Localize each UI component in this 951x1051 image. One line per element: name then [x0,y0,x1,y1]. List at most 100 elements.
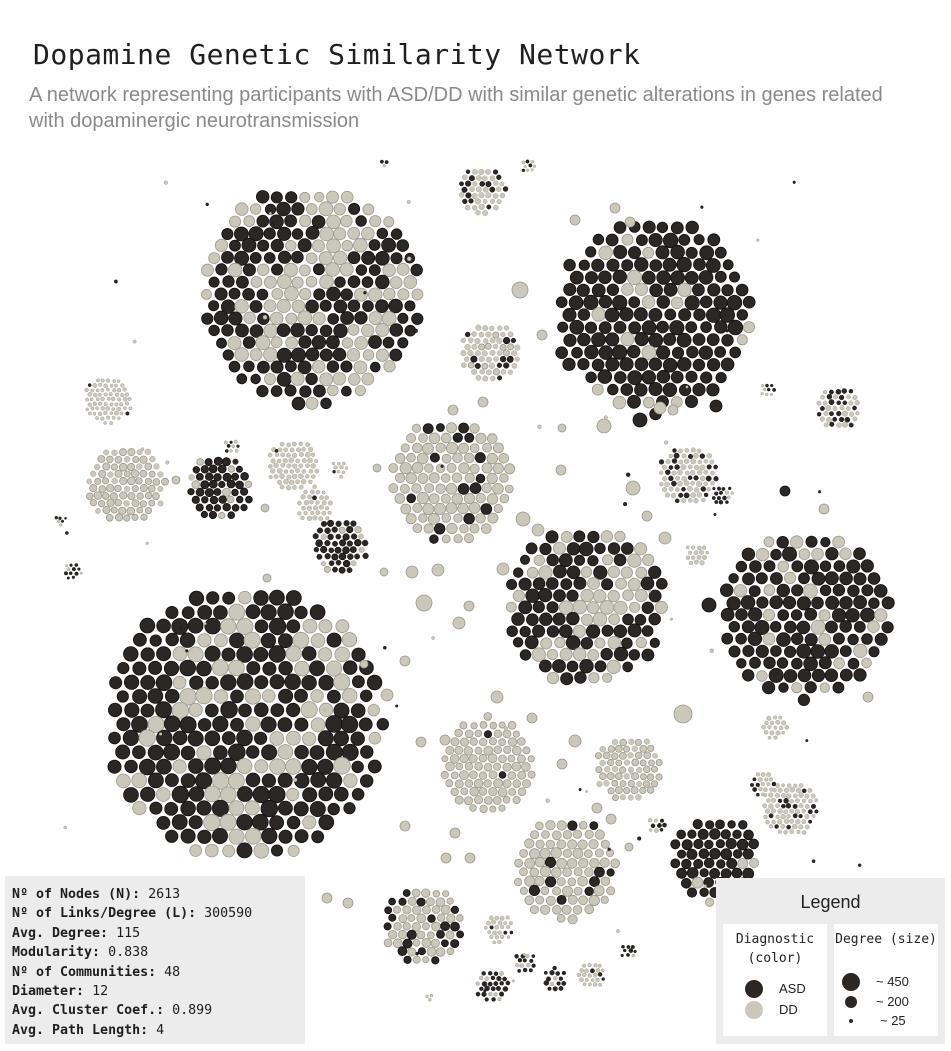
dd-node [263,323,278,338]
asd-node [556,981,561,986]
dd-node [643,751,652,760]
asd-node [680,877,692,889]
asd-node [312,384,326,398]
asd-node [74,563,79,567]
asd-node [382,645,387,650]
dd-node [804,814,810,820]
dd-node [512,589,525,603]
dd-node [262,573,272,583]
asd-node [649,283,663,298]
asd-node [254,731,268,745]
dd-node [664,492,671,498]
dd-node [418,433,428,443]
dd-node [635,751,643,759]
dd-node [684,458,690,464]
dd-node [471,331,477,337]
asd-node [656,295,671,309]
asd-node [481,971,486,976]
dd-node [318,619,333,634]
dd-node [613,600,628,615]
dd-node [591,307,606,322]
asd-node [327,802,340,816]
asd-node [727,319,744,336]
dd-node [383,287,396,301]
dd-node [464,729,474,739]
dd-node [277,447,283,453]
asd-node [294,605,308,620]
dd-node [97,392,102,397]
dd-node [602,672,613,683]
dd-node [572,647,587,661]
asd-node [220,701,238,719]
asd-node [343,802,356,815]
dd-node [811,547,824,561]
asd-node [626,953,630,957]
asd-node [285,191,298,204]
asd-node [819,584,832,597]
asd-node [600,647,613,661]
asd-node [681,486,686,492]
dd-node [100,388,105,392]
dd-node [515,511,531,527]
dd-node [311,239,325,253]
asd-node [338,552,347,561]
dd-node [550,847,562,859]
dd-node [486,433,498,444]
asd-node [155,758,172,775]
dd-node [681,476,687,482]
asd-node [479,986,484,991]
asd-node [741,547,756,562]
dd-node [310,510,315,516]
asd-node [355,264,368,276]
asd-node [782,595,797,610]
dd-node [424,463,434,474]
dd-node [446,522,458,535]
asd-node [235,275,249,289]
asd-node [221,250,234,264]
dd-node [295,468,301,474]
dd-node [769,720,775,726]
asd-node [594,542,606,555]
dd-node [449,827,461,839]
asd-node [495,985,501,991]
asd-node [776,632,791,647]
dd-node [763,536,775,548]
dd-node [361,226,375,241]
dd-node [440,904,451,915]
dd-node [144,477,153,485]
asd-node [763,656,776,670]
stat-label: Diameter: [12,983,85,999]
asd-node [463,513,475,525]
dd-node [479,975,484,980]
dd-node [690,480,696,486]
dd-node [340,214,353,228]
dd-node [511,745,522,756]
asd-node [777,609,789,621]
dd-node [469,186,475,192]
asd-node [606,283,620,297]
dd-node [606,659,621,675]
asd-node [249,324,264,338]
dd-node [855,411,860,416]
dd-node [760,781,765,787]
dd-node [489,325,495,332]
dd-node [441,453,452,464]
dd-node [100,406,106,411]
dd-node [699,475,706,482]
dd-node [791,682,803,694]
asd-node [340,715,359,734]
asd-node [828,399,835,405]
dd-node [595,977,600,983]
asd-node [291,250,304,264]
legend-degree-box: Degree (size) ~ 450 ~ 200 ~ 25 [834,924,938,1036]
dd-node [562,867,572,877]
asd-node [149,634,162,647]
asd-node [260,632,276,649]
asd-node [132,632,147,647]
dd-node [611,779,619,787]
dd-node [481,350,488,357]
dd-node [588,894,600,907]
asd-node [309,604,326,620]
dd-node [500,369,507,375]
dd-node [126,506,136,516]
